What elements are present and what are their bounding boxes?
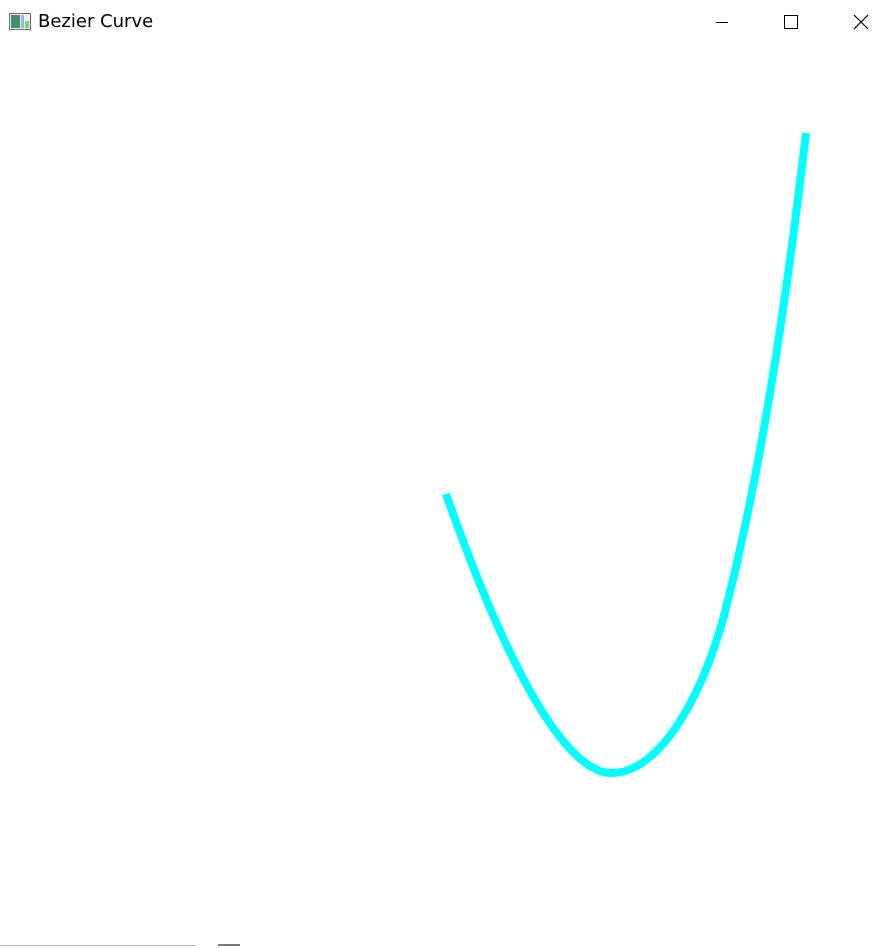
minimize-button[interactable] [699,0,745,44]
resize-grip[interactable] [218,944,240,946]
drawing-canvas[interactable] [0,44,894,944]
maximize-button[interactable] [768,0,814,44]
bezier-curve [442,132,810,778]
app-window-icon [9,13,31,30]
maximize-icon [784,15,798,29]
title-bar[interactable]: Bezier Curve [0,0,894,44]
minimize-icon [716,22,728,23]
close-button[interactable] [838,0,884,44]
bottom-edge [0,944,894,948]
close-icon [853,14,869,30]
window-title: Bezier Curve [38,11,154,32]
curve-canvas [442,132,810,778]
bottom-divider [0,945,196,946]
